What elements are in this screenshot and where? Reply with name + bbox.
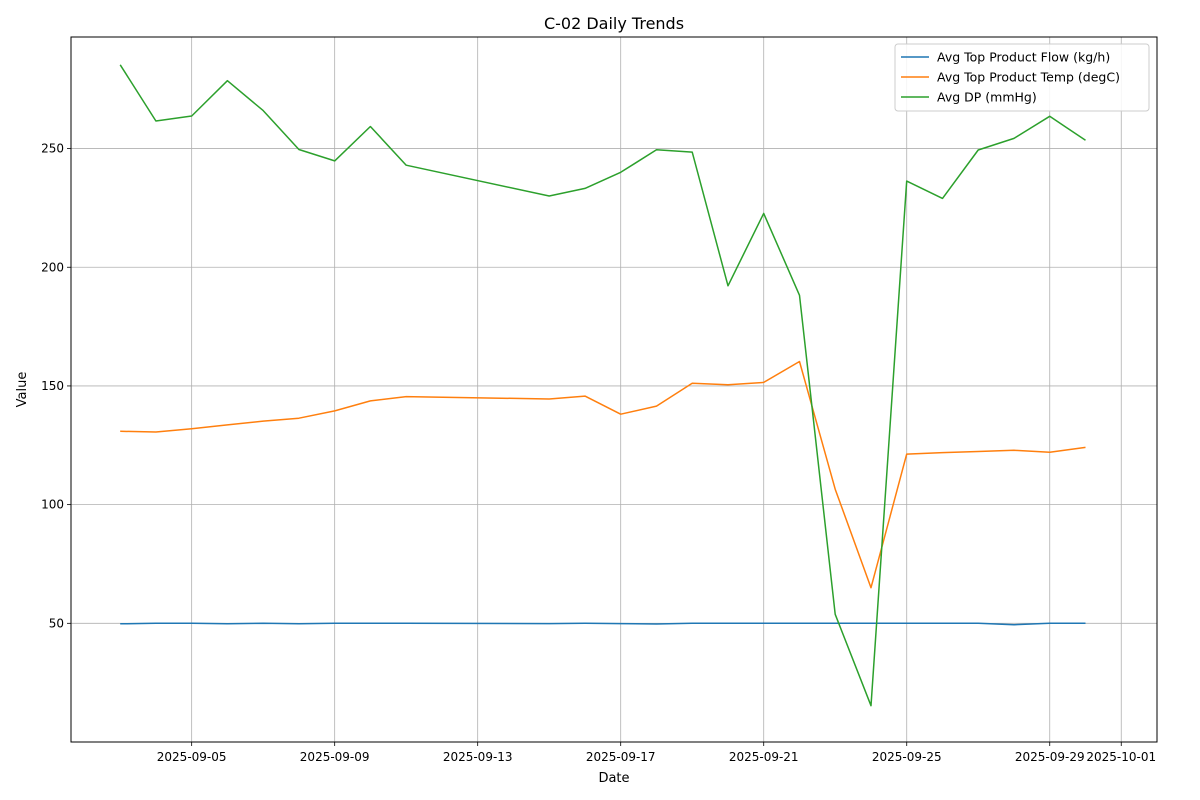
plot-frame — [70, 36, 1158, 743]
x-tick-label: 2025-09-25 — [872, 750, 942, 764]
x-tick-label: 2025-09-21 — [729, 750, 799, 764]
y-tick-label: 200 — [41, 260, 64, 274]
x-tick-label: 2025-09-29 — [1015, 750, 1085, 764]
series-line-3 — [119, 64, 1086, 707]
legend-label: Avg DP (mmHg) — [937, 90, 1037, 105]
legend: Avg Top Product Flow (kg/h) Avg Top Produ… — [894, 43, 1150, 112]
legend-label: Avg Top Product Flow (kg/h) — [937, 50, 1110, 65]
x-axis-title: Date — [598, 771, 629, 786]
y-tick-label: 250 — [41, 142, 64, 156]
series-line-1 — [120, 622, 1086, 626]
y-tick-label: 150 — [41, 379, 64, 393]
x-tick-label: 2025-09-13 — [443, 750, 513, 764]
series-line-2 — [120, 360, 1086, 589]
legend-label: Avg Top Product Temp (degC) — [937, 70, 1120, 85]
y-tick-label: 100 — [41, 498, 64, 512]
x-tick-label: 2025-10-01 — [1086, 750, 1156, 764]
chart-title: C-02 Daily Trends — [544, 14, 684, 33]
x-tick-label: 2025-09-17 — [586, 750, 656, 764]
x-tick-label: 2025-09-05 — [157, 750, 227, 764]
legend-box — [894, 43, 1150, 112]
grid-lines — [71, 37, 1157, 742]
axis-ticks: 2025-09-05 2025-09-09 2025-09-13 2025-09-17… — [41, 142, 1156, 764]
x-tick-label: 2025-09-09 — [300, 750, 370, 764]
y-tick-label: 50 — [49, 616, 64, 630]
series-layer — [119, 64, 1086, 707]
y-axis-title: Value — [15, 372, 30, 408]
